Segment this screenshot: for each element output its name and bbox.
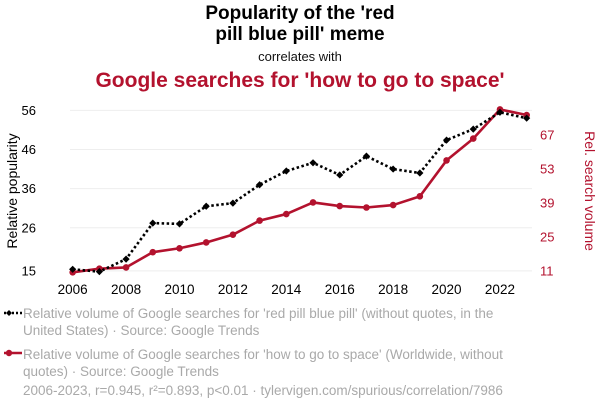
data-point-red-pill xyxy=(95,268,103,276)
y-left-tick-label: 36 xyxy=(22,181,36,196)
x-tick-label: 2018 xyxy=(378,282,408,297)
data-point-red-pill xyxy=(149,219,157,227)
data-point-space-searches xyxy=(389,201,397,209)
y-right-tick-label: 67 xyxy=(540,128,554,143)
x-tick-label: 2020 xyxy=(432,282,462,297)
x-tick-label: 2014 xyxy=(271,282,302,297)
data-point-space-searches xyxy=(416,193,424,200)
series-line-space-searches xyxy=(72,108,527,274)
chart-title-line1: Popularity of the 'red xyxy=(205,3,395,24)
y-left-tick-label: 46 xyxy=(22,142,36,157)
legend-item-space: Relative volume of Google searches for '… xyxy=(23,347,503,379)
x-tick-label: 2008 xyxy=(111,282,141,297)
y-right-tick-label: 53 xyxy=(540,162,554,177)
series-space-searches xyxy=(69,106,530,276)
y-right-tick-label: 11 xyxy=(540,264,554,279)
data-point-space-searches xyxy=(443,157,450,164)
data-point-red-pill xyxy=(282,167,290,175)
data-point-red-pill xyxy=(389,165,397,173)
data-point-space-searches xyxy=(256,217,263,224)
data-point-space-searches xyxy=(176,244,183,252)
data-point-red-pill xyxy=(202,202,210,210)
y-left-tick-label: 26 xyxy=(22,220,36,235)
data-point-red-pill xyxy=(69,265,77,273)
x-tick-label: 2010 xyxy=(164,282,194,297)
series-line-red-pill xyxy=(72,110,527,273)
data-point-red-pill xyxy=(256,181,264,189)
data-point-space-searches xyxy=(149,248,157,256)
footer-stats: 2006-2023, r=0.945, r²=0.893, p<0.01 · t… xyxy=(23,383,503,398)
data-point-red-pill xyxy=(469,125,477,133)
chart-second-title: Google searches for 'how to go to space' xyxy=(95,69,505,92)
y-left-axis-label: Relative popularity xyxy=(4,133,20,248)
chart-title-line2: pill blue pill' meme xyxy=(215,24,385,45)
data-point-space-searches xyxy=(363,204,370,211)
data-point-space-searches xyxy=(122,264,130,271)
data-point-red-pill xyxy=(175,220,184,228)
data-point-red-pill xyxy=(523,114,531,122)
x-tick-label: 2006 xyxy=(58,282,88,297)
x-tick-label: 2022 xyxy=(485,282,515,297)
data-point-red-pill xyxy=(336,171,344,179)
data-point-red-pill xyxy=(442,136,451,144)
data-point-space-searches xyxy=(229,231,237,238)
y-right-tick-label: 39 xyxy=(540,196,554,211)
data-point-red-pill xyxy=(496,108,504,116)
chart-subtitle: correlates with xyxy=(258,49,342,64)
y-right-tick-label: 25 xyxy=(540,230,554,245)
y-left-tick-label: 56 xyxy=(22,103,36,118)
y-left-tick-label: 15 xyxy=(22,263,36,278)
legend-item-red-pill: Relative volume of Google searches for '… xyxy=(23,306,494,338)
series-red-pill-blue-pill xyxy=(69,108,531,276)
grid-lines xyxy=(70,109,532,272)
legend-swatch-dotted-black xyxy=(4,310,22,316)
x-tick-label: 2016 xyxy=(325,282,355,297)
x-tick-label: 2012 xyxy=(218,282,248,297)
data-point-space-searches xyxy=(309,199,317,206)
legend-swatch-red-line xyxy=(4,349,22,357)
data-point-space-searches xyxy=(469,135,477,142)
data-point-red-pill xyxy=(229,199,237,207)
data-point-red-pill xyxy=(362,152,371,160)
data-point-red-pill xyxy=(416,169,424,177)
data-point-space-searches xyxy=(336,202,344,210)
data-point-space-searches xyxy=(283,210,290,218)
y-right-axis-label: Rel. search volume xyxy=(582,131,598,251)
data-point-red-pill xyxy=(309,159,317,167)
chart-canvas: 15 26 36 46 56 11 25 39 53 67 2006 2008 2010 2012 2014… xyxy=(4,103,598,297)
axes: 15 26 36 46 56 11 25 39 53 67 2006 2008 2010 2012 2014… xyxy=(4,103,598,297)
data-point-space-searches xyxy=(202,239,210,246)
data-point-red-pill xyxy=(122,255,130,263)
